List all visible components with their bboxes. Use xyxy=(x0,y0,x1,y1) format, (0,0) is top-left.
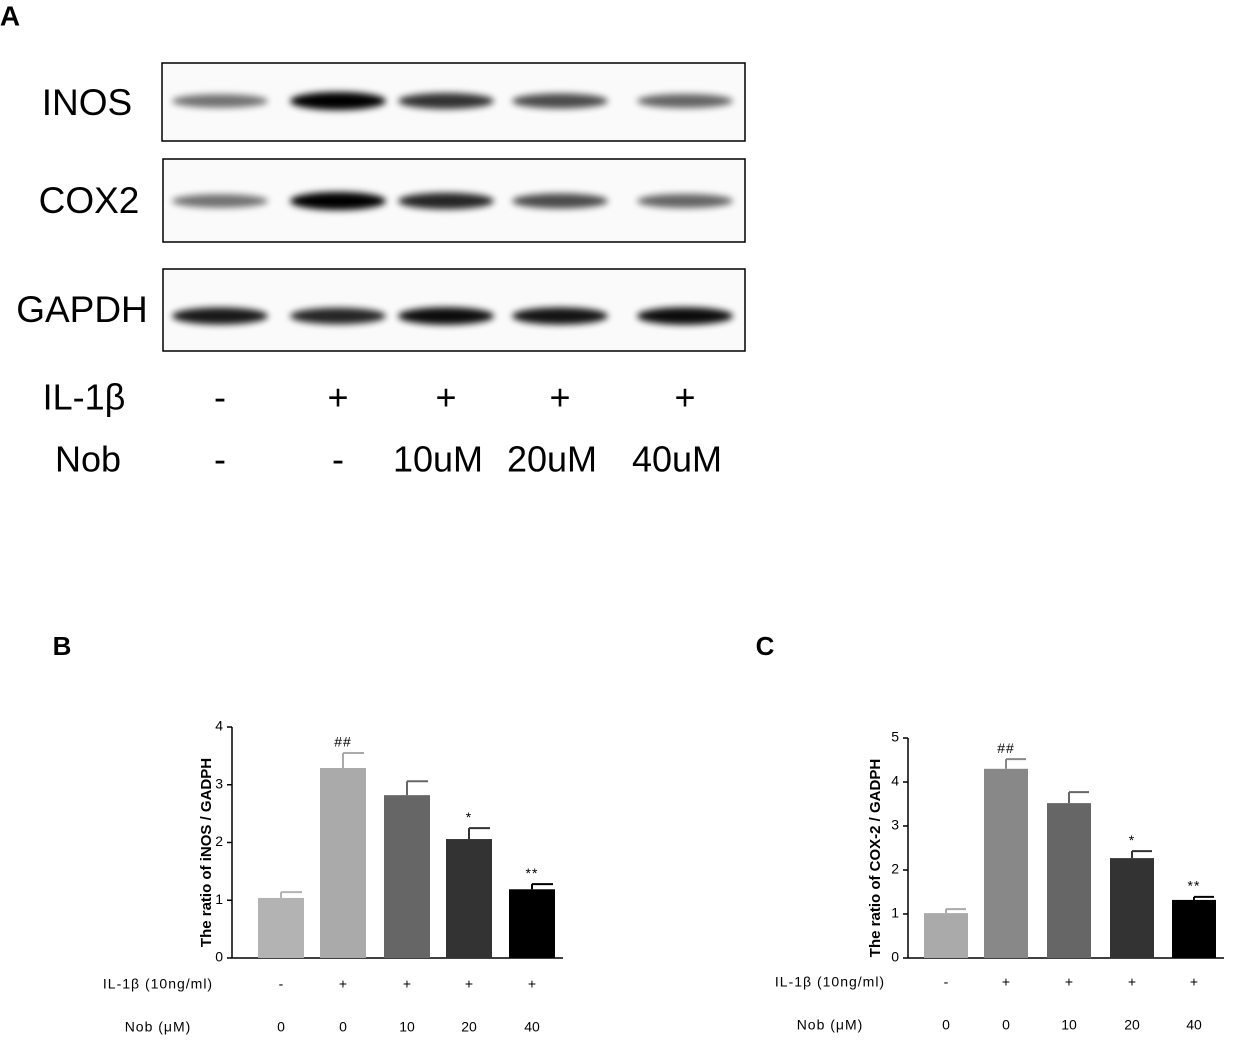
blot-band xyxy=(172,94,268,108)
row-value: + xyxy=(1002,974,1010,990)
bar xyxy=(1172,899,1216,958)
bar xyxy=(984,768,1028,958)
blot-band xyxy=(637,307,733,325)
lane-label: + xyxy=(549,377,570,418)
row-value: + xyxy=(1190,974,1198,990)
row-value: + xyxy=(339,976,347,992)
protein-label: GAPDH xyxy=(16,289,148,330)
row-value: 0 xyxy=(277,1019,285,1035)
row-value: + xyxy=(1128,974,1136,990)
blot-band xyxy=(637,194,733,208)
y-tick-label: 1 xyxy=(215,891,223,907)
row-value: - xyxy=(279,976,284,992)
row-label: IL-1β (10ng/ml) xyxy=(103,976,213,992)
y-tick-label: 2 xyxy=(891,861,899,877)
bar xyxy=(258,897,304,958)
significance-label: ## xyxy=(334,734,352,750)
lane-label: - xyxy=(214,377,226,418)
row-value: + xyxy=(528,976,536,992)
y-tick-label: 5 xyxy=(891,729,899,745)
protein-label: COX2 xyxy=(39,180,140,221)
lane-label: 10uM xyxy=(393,439,483,480)
bar xyxy=(446,839,492,958)
bar xyxy=(1110,858,1154,958)
row-value: 20 xyxy=(461,1019,477,1035)
row-label: Nob (μM) xyxy=(797,1017,864,1033)
panel-label: B xyxy=(53,631,72,661)
condition-label: Nob xyxy=(55,439,121,480)
row-value: 20 xyxy=(1124,1017,1140,1033)
blot-band xyxy=(637,94,733,108)
lane-label: + xyxy=(674,377,695,418)
blot-band xyxy=(512,193,608,209)
protein-label: INOS xyxy=(42,82,132,123)
blot-band xyxy=(398,192,494,210)
y-axis-label: The ratio of iNOS / GADPH xyxy=(198,758,215,947)
blot-band xyxy=(290,92,386,110)
lane-label: 40uM xyxy=(632,439,722,480)
panel-label: A xyxy=(0,0,20,31)
significance-label: ** xyxy=(526,865,539,881)
bar xyxy=(1047,803,1091,958)
row-value: 10 xyxy=(399,1019,415,1035)
blot-band xyxy=(290,307,386,325)
lane-label: + xyxy=(435,377,456,418)
row-label: Nob (μM) xyxy=(125,1019,192,1035)
y-tick-label: 3 xyxy=(891,817,899,833)
bar xyxy=(509,889,555,958)
bar xyxy=(320,768,366,958)
row-value: 0 xyxy=(339,1019,347,1035)
significance-label: ** xyxy=(1188,878,1201,894)
row-value: + xyxy=(1065,974,1073,990)
significance-label: * xyxy=(466,809,472,825)
blot-band xyxy=(172,194,268,208)
row-value: - xyxy=(944,974,949,990)
y-tick-label: 0 xyxy=(891,949,899,965)
lane-label: - xyxy=(332,439,344,480)
significance-label: * xyxy=(1129,832,1135,848)
row-value: 40 xyxy=(1186,1017,1202,1033)
lane-label: 20uM xyxy=(507,439,597,480)
row-value: + xyxy=(403,976,411,992)
blot-band xyxy=(398,307,494,325)
significance-label: ## xyxy=(997,740,1015,756)
row-value: + xyxy=(465,976,473,992)
blot-band xyxy=(398,93,494,109)
y-tick-label: 3 xyxy=(215,775,223,791)
y-tick-label: 4 xyxy=(891,773,899,789)
blot-band xyxy=(512,307,608,325)
y-axis-label: The ratio of COX-2 / GADPH xyxy=(867,759,884,957)
row-label: IL-1β (10ng/ml) xyxy=(775,974,885,990)
bar xyxy=(384,795,430,958)
y-tick-label: 4 xyxy=(215,718,223,734)
panel-label: C xyxy=(756,631,775,661)
blot-band xyxy=(512,93,608,109)
row-value: 40 xyxy=(524,1019,540,1035)
y-tick-label: 0 xyxy=(215,949,223,965)
lane-label: - xyxy=(214,439,226,480)
condition-label: IL-1β xyxy=(43,377,126,418)
row-value: 10 xyxy=(1061,1017,1077,1033)
blot-band xyxy=(172,307,268,325)
bar xyxy=(924,913,968,958)
y-tick-label: 1 xyxy=(891,905,899,921)
lane-label: + xyxy=(327,377,348,418)
row-value: 0 xyxy=(1002,1017,1010,1033)
blot-band xyxy=(290,192,386,210)
row-value: 0 xyxy=(942,1017,950,1033)
y-tick-label: 2 xyxy=(215,833,223,849)
